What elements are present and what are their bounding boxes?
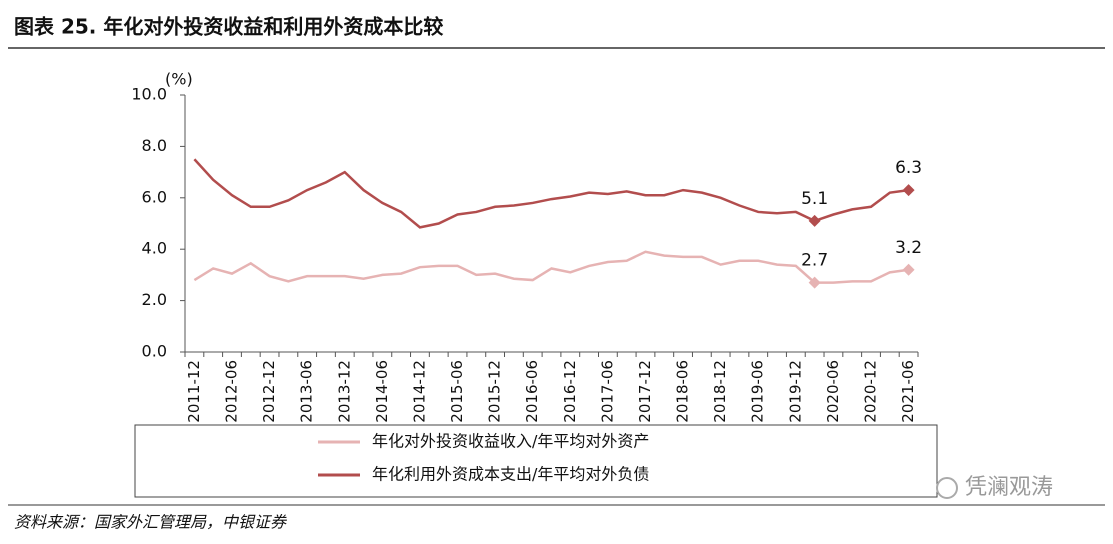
x-tick-label: 2021-06 <box>899 360 917 423</box>
source: 资料来源：国家外汇管理局，中银证券 <box>14 513 288 532</box>
x-tick-label: 2015-12 <box>486 360 504 423</box>
watermark: 凭澜观涛 <box>965 475 1053 500</box>
x-tick-label: 2020-06 <box>824 360 842 423</box>
x-tick-label: 2011-12 <box>185 360 203 423</box>
series-line <box>193 158 909 229</box>
y-tick-label: 2.0 <box>142 290 167 309</box>
data-label: 3.2 <box>895 238 922 258</box>
data-label: 2.7 <box>801 251 828 271</box>
y-tick-label: 0.0 <box>142 342 167 361</box>
legend-label: 年化对外投资收益收入/年平均对外资产 <box>372 432 649 451</box>
y-tick-label: 10.0 <box>131 85 167 104</box>
y-tick-label: 8.0 <box>142 136 167 155</box>
x-tick-label: 2013-12 <box>335 360 353 423</box>
x-tick-label: 2014-06 <box>373 360 391 423</box>
y-tick-label: 4.0 <box>142 239 167 258</box>
x-tick-label: 2015-06 <box>448 360 466 423</box>
data-label: 6.3 <box>895 158 922 178</box>
series-line <box>193 250 909 284</box>
point-marker <box>902 263 915 276</box>
data-label: 5.1 <box>801 189 828 209</box>
x-tick-label: 2018-06 <box>674 360 692 423</box>
x-tick-label: 2019-12 <box>786 360 804 423</box>
chart-title: 图表 25. 年化对外投资收益和利用外资成本比较 <box>14 15 443 39</box>
x-tick-label: 2016-06 <box>523 360 541 423</box>
point-marker <box>808 276 821 289</box>
x-tick-label: 2017-12 <box>636 360 654 423</box>
y-tick-label: 6.0 <box>142 187 167 206</box>
x-tick-label: 2017-06 <box>598 360 616 423</box>
x-tick-label: 2012-12 <box>260 360 278 423</box>
x-tick-label: 2018-12 <box>711 360 729 423</box>
x-tick-label: 2020-12 <box>862 360 880 423</box>
x-tick-label: 2016-12 <box>561 360 579 423</box>
x-tick-label: 2013-06 <box>298 360 316 423</box>
x-tick-label: 2014-12 <box>410 360 428 423</box>
point-marker <box>902 184 915 197</box>
legend-label: 年化利用外资成本支出/年平均对外负债 <box>372 465 649 484</box>
watermark-icon <box>936 477 958 499</box>
y-unit: (%) <box>165 70 193 89</box>
point-marker <box>808 214 821 227</box>
x-tick-label: 2012-06 <box>222 360 240 423</box>
legend-box <box>134 424 938 498</box>
x-tick-label: 2019-06 <box>749 360 767 423</box>
